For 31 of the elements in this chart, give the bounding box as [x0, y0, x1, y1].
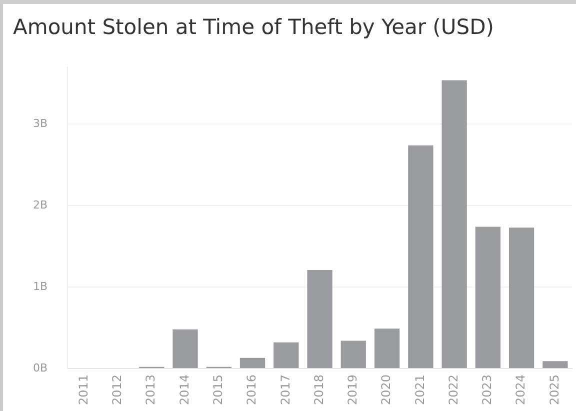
x-tick-label: 2023: [480, 374, 494, 406]
y-tick-label: 3B: [33, 117, 48, 130]
x-tick-label: 2021: [412, 374, 427, 406]
x-tick-label: 2012: [110, 374, 124, 406]
bar: [475, 226, 500, 368]
bar: [172, 329, 198, 368]
x-tick-label: 2013: [144, 374, 158, 406]
x-tick-label: 2015: [211, 374, 226, 406]
bar: [274, 342, 299, 368]
chart-title: Amount Stolen at Time of Theft by Year (USD): [13, 15, 494, 40]
bar: [508, 228, 534, 368]
bar: [240, 358, 266, 368]
bar: [408, 145, 434, 368]
y-tick-label: 1B: [33, 280, 48, 293]
x-tick-label: 2011: [76, 374, 90, 406]
x-tick-label: 2017: [278, 374, 292, 406]
bar: [340, 340, 366, 368]
x-tick-label: 2020: [379, 374, 394, 406]
bar: [542, 361, 568, 368]
bar: [374, 328, 400, 368]
x-tick-label: 2018: [312, 374, 326, 406]
y-tick-label: 0B: [33, 361, 48, 374]
x-tick-label: 2014: [177, 374, 192, 406]
x-tick-label: 2025: [547, 374, 562, 406]
bar: [442, 80, 467, 368]
x-tick-label: 2016: [244, 374, 259, 406]
x-tick-label: 2022: [446, 374, 460, 406]
y-tick-label: 2B: [33, 198, 48, 212]
bar: [307, 270, 332, 368]
x-tick-label: 2019: [346, 374, 360, 406]
x-tick-label: 2024: [514, 374, 528, 406]
